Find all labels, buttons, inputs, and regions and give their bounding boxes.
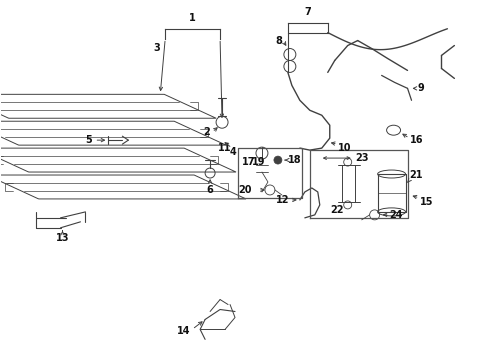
Text: 24: 24: [390, 210, 403, 220]
Text: 12: 12: [276, 195, 290, 205]
Text: 11: 11: [218, 143, 232, 153]
Text: 22: 22: [330, 205, 343, 215]
Text: 10: 10: [338, 143, 351, 153]
Text: 8: 8: [275, 36, 282, 46]
Text: 7: 7: [304, 6, 311, 17]
Text: 2: 2: [203, 127, 210, 137]
Text: 6: 6: [207, 185, 214, 195]
Text: 23: 23: [356, 153, 369, 163]
Text: 20: 20: [238, 185, 251, 195]
Text: 4: 4: [230, 147, 237, 157]
Text: 15: 15: [419, 197, 433, 207]
Circle shape: [274, 156, 282, 164]
Text: 3: 3: [153, 42, 160, 53]
Text: 17: 17: [242, 157, 255, 167]
Text: 9: 9: [417, 84, 424, 93]
Text: 1: 1: [189, 13, 196, 23]
Text: 14: 14: [177, 327, 190, 336]
Text: 5: 5: [86, 135, 93, 145]
Text: 19: 19: [252, 157, 266, 167]
Text: 18: 18: [288, 155, 301, 165]
Text: 16: 16: [410, 135, 423, 145]
Text: 21: 21: [410, 170, 423, 180]
Text: 13: 13: [56, 233, 69, 243]
